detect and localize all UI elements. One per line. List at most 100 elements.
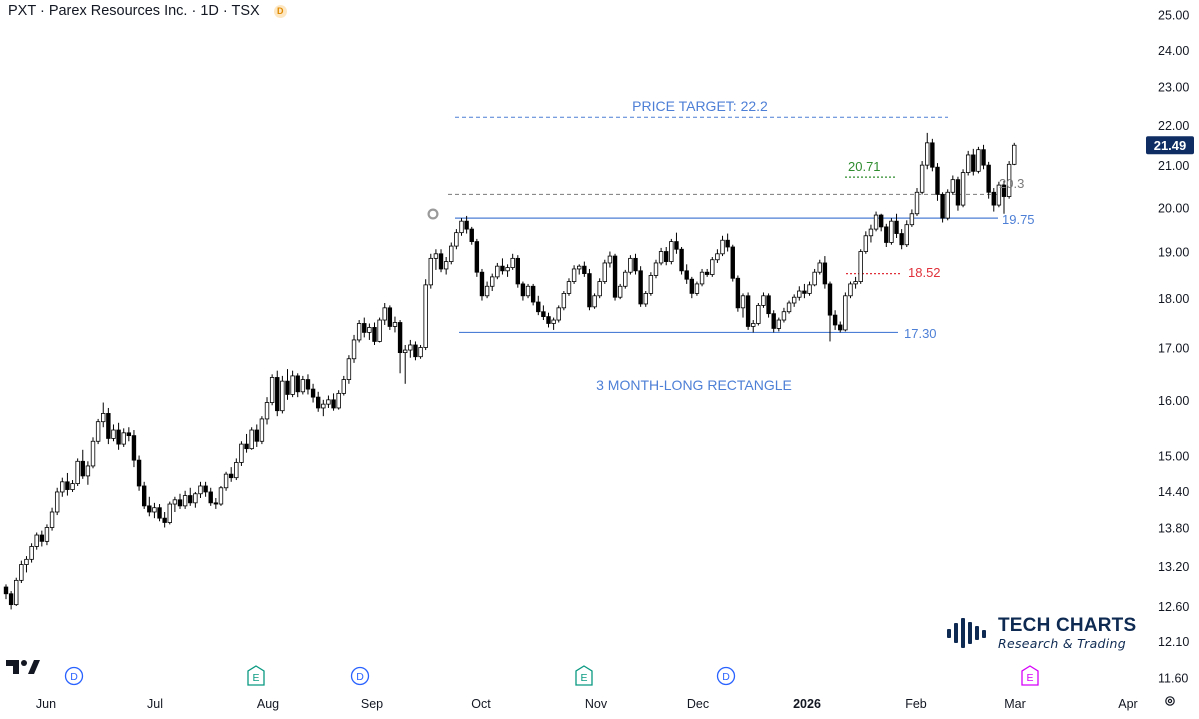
- candle-body: [981, 149, 986, 166]
- candle: [459, 218, 464, 236]
- candle-body: [991, 191, 996, 206]
- candle: [715, 249, 720, 263]
- candle: [853, 276, 858, 289]
- pattern-label: 3 MONTH-LONG RECTANGLE: [596, 377, 792, 393]
- candle: [694, 281, 700, 296]
- candle-body: [443, 261, 449, 270]
- candle: [244, 433, 249, 453]
- candle-body: [234, 462, 239, 479]
- x-tick-label: Sep: [361, 697, 383, 711]
- candle-body: [858, 251, 863, 282]
- candle-body: [321, 403, 326, 409]
- settings-gear-icon[interactable]: [1164, 694, 1176, 712]
- candle: [843, 292, 848, 332]
- candle: [930, 138, 935, 172]
- candle-body: [710, 259, 715, 275]
- candle: [259, 416, 265, 445]
- symbol-title: PXT · Parex Resources Inc. · 1D · TSX: [8, 3, 260, 19]
- candle: [121, 428, 126, 447]
- candle: [213, 497, 219, 509]
- candle-body: [305, 379, 311, 390]
- event-letter: D: [70, 671, 78, 683]
- x-tick-label: Jul: [147, 697, 163, 711]
- candle-body: [582, 265, 587, 275]
- candle: [234, 458, 239, 481]
- candle-body: [899, 233, 904, 246]
- candle-body: [310, 388, 316, 398]
- delay-badge[interactable]: D: [273, 4, 287, 18]
- candle: [172, 496, 178, 512]
- candle-body: [65, 481, 70, 490]
- candle-body: [827, 283, 833, 316]
- candle-body: [648, 275, 654, 294]
- candle: [408, 339, 413, 358]
- candle: [469, 226, 474, 245]
- y-tick-label: 24.00: [1158, 44, 1189, 58]
- candle-body: [392, 322, 398, 327]
- candle-body: [280, 380, 285, 412]
- candle: [280, 375, 285, 414]
- y-tick-label: 21.00: [1158, 159, 1189, 173]
- candle: [24, 556, 29, 573]
- candle: [745, 292, 751, 330]
- y-tick-label: 17.00: [1158, 342, 1189, 356]
- dividend-event-icon[interactable]: D: [350, 666, 370, 686]
- candle-body: [182, 495, 188, 507]
- candle: [182, 490, 188, 509]
- candle-body: [367, 327, 372, 333]
- candle: [628, 255, 633, 275]
- candle-body: [244, 443, 249, 450]
- candle-body: [80, 460, 85, 477]
- candle-body: [469, 228, 474, 242]
- candle-body: [438, 253, 444, 270]
- candle-body: [720, 239, 725, 255]
- candle-body: [515, 257, 520, 285]
- earnings-event-icon[interactable]: E: [575, 665, 593, 686]
- candle: [848, 281, 853, 299]
- candle: [157, 504, 162, 522]
- candle: [193, 491, 198, 508]
- candle-body: [653, 262, 659, 276]
- y-tick-label: 16.00: [1158, 394, 1189, 408]
- candle: [674, 232, 679, 254]
- dividend-event-icon[interactable]: D: [716, 666, 736, 686]
- candle-body: [925, 142, 930, 166]
- waveform-logo-icon: [947, 618, 986, 649]
- candle: [44, 524, 50, 546]
- candle: [331, 393, 336, 411]
- candle-body: [433, 253, 439, 259]
- candle: [710, 256, 715, 277]
- candle: [689, 276, 695, 299]
- candle: [39, 530, 45, 547]
- tradingview-logo-icon[interactable]: [6, 658, 40, 681]
- candle: [387, 305, 393, 330]
- y-tick-label: 22.00: [1158, 119, 1189, 133]
- candle: [623, 269, 628, 289]
- candle: [735, 275, 741, 312]
- candle-body: [239, 443, 244, 463]
- candle: [34, 532, 39, 550]
- x-tick-label: Jun: [36, 697, 56, 711]
- candle: [863, 231, 869, 254]
- dividend-event-icon[interactable]: D: [64, 666, 84, 686]
- candle-body: [674, 241, 679, 250]
- candle: [90, 437, 96, 469]
- candle-body: [403, 349, 408, 354]
- candle-body: [740, 295, 746, 309]
- candle: [116, 422, 121, 450]
- candle: [152, 502, 157, 519]
- candle-body: [536, 301, 541, 313]
- candle-body: [290, 375, 295, 395]
- candle-body: [919, 164, 925, 193]
- candle: [413, 341, 418, 361]
- candle: [449, 242, 454, 265]
- earnings-event-icon[interactable]: E: [247, 665, 265, 686]
- earnings-event-icon[interactable]: E: [1021, 665, 1039, 686]
- brand-title: TECH CHARTS: [998, 615, 1137, 636]
- candle: [664, 246, 669, 266]
- candle: [418, 344, 423, 359]
- event-letter: D: [722, 671, 730, 683]
- candle-body: [295, 375, 300, 393]
